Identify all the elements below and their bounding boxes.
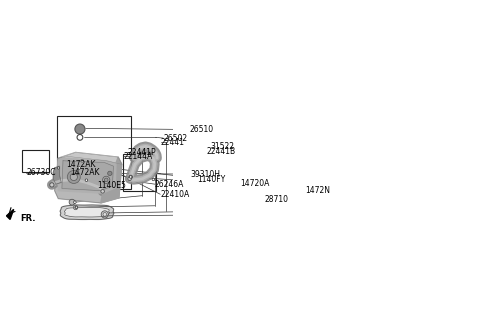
Circle shape — [108, 171, 112, 175]
Circle shape — [67, 171, 80, 183]
Circle shape — [152, 178, 155, 181]
Circle shape — [50, 183, 54, 187]
Circle shape — [73, 205, 78, 210]
Text: 14720A: 14720A — [240, 179, 270, 188]
Bar — [123, 154, 156, 191]
Circle shape — [73, 201, 76, 203]
Text: 22441P: 22441P — [127, 148, 156, 157]
Circle shape — [128, 177, 132, 180]
Polygon shape — [62, 161, 113, 191]
Text: 1472N: 1472N — [305, 186, 330, 195]
Text: 31522: 31522 — [211, 142, 235, 151]
Circle shape — [69, 199, 75, 205]
Bar — [23, 150, 49, 172]
Circle shape — [130, 176, 132, 178]
Text: 26502: 26502 — [163, 133, 187, 143]
Circle shape — [103, 176, 110, 183]
Text: 22441: 22441 — [161, 137, 185, 147]
Text: 1140FY: 1140FY — [197, 175, 225, 184]
Polygon shape — [59, 153, 122, 164]
Circle shape — [57, 167, 60, 169]
Circle shape — [78, 167, 81, 169]
Circle shape — [103, 213, 107, 216]
Circle shape — [81, 159, 84, 162]
Polygon shape — [64, 208, 109, 217]
Circle shape — [129, 175, 132, 179]
Circle shape — [75, 124, 85, 134]
Circle shape — [85, 179, 88, 181]
Polygon shape — [101, 157, 122, 203]
Text: 22441B: 22441B — [206, 147, 236, 156]
Text: 26730C: 26730C — [26, 168, 56, 177]
Text: 22144A: 22144A — [123, 152, 152, 161]
Polygon shape — [55, 153, 122, 203]
Circle shape — [75, 207, 76, 209]
Circle shape — [101, 211, 108, 218]
Polygon shape — [53, 166, 61, 184]
Text: FR.: FR. — [20, 214, 36, 222]
Text: 22410A: 22410A — [160, 190, 190, 199]
Text: 1472AK: 1472AK — [70, 168, 100, 177]
Text: 28710: 28710 — [264, 195, 288, 204]
Circle shape — [105, 178, 108, 182]
Circle shape — [70, 174, 77, 180]
Text: 1140E5: 1140E5 — [97, 181, 126, 191]
Circle shape — [75, 206, 77, 208]
Circle shape — [101, 190, 105, 193]
Text: 39310H: 39310H — [191, 170, 221, 179]
Bar — [57, 116, 132, 189]
Polygon shape — [60, 205, 114, 219]
Text: 26510: 26510 — [189, 125, 213, 134]
Polygon shape — [59, 158, 116, 193]
Polygon shape — [7, 209, 14, 219]
Text: 1472AK: 1472AK — [66, 160, 96, 169]
Circle shape — [77, 134, 83, 140]
Text: 26246A: 26246A — [155, 180, 184, 189]
